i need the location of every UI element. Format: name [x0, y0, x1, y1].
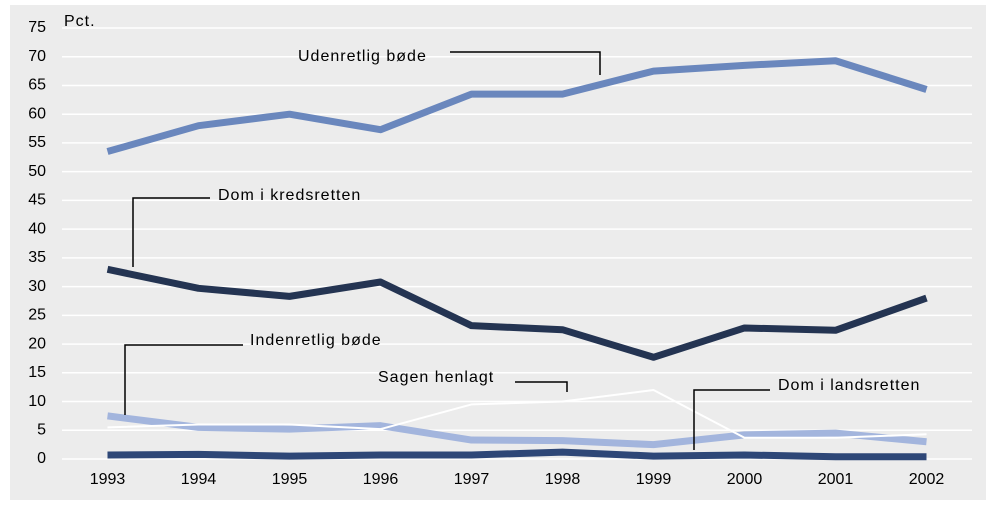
y-tick-label: 50	[28, 163, 46, 180]
plot-background	[10, 5, 986, 500]
leader-line	[515, 381, 568, 392]
series-label: Dom i landsretten	[778, 377, 920, 394]
leader-line	[132, 197, 210, 267]
y-tick-label: 20	[28, 335, 46, 352]
x-tick-label: 2001	[818, 471, 854, 488]
x-tick-label: 1999	[636, 471, 672, 488]
y-tick-label: 65	[28, 77, 46, 94]
y-tick-label: 70	[28, 48, 46, 65]
leader-line	[124, 344, 243, 415]
x-tick-label: 1996	[363, 471, 399, 488]
y-tick-label: 10	[28, 393, 46, 410]
y-tick-label: 15	[28, 364, 46, 381]
y-tick-label: 40	[28, 220, 46, 237]
x-tick-label: 1995	[272, 471, 308, 488]
series-line	[107, 448, 927, 461]
x-tick-label: 1997	[454, 471, 490, 488]
y-tick-label: 0	[37, 450, 46, 467]
series-label: Sagen henlagt	[378, 369, 494, 386]
y-tick-label: 75	[28, 19, 46, 36]
series-line	[106, 265, 928, 361]
x-tick-label: 1993	[90, 471, 126, 488]
y-tick-label: 60	[28, 105, 46, 122]
x-tick-label: 2000	[727, 471, 763, 488]
leader-line	[693, 389, 770, 450]
series-line	[107, 389, 927, 439]
y-tick-label: 5	[37, 421, 46, 438]
series-label: Indenretlig bøde	[250, 332, 382, 349]
series-line	[107, 412, 927, 449]
series-line	[106, 57, 928, 155]
y-tick-label: 25	[28, 307, 46, 324]
series-label: Dom i kredsretten	[218, 187, 361, 204]
y-tick-label: 35	[28, 249, 46, 266]
x-tick-label: 2002	[909, 471, 945, 488]
x-tick-label: 1994	[181, 471, 217, 488]
series-label: Udenretlig bøde	[298, 48, 427, 65]
y-axis-label: Pct.	[64, 13, 96, 30]
y-tick-label: 45	[28, 192, 46, 209]
leader-line	[450, 51, 601, 75]
y-tick-label: 55	[28, 134, 46, 151]
y-tick-label: 30	[28, 278, 46, 295]
x-tick-label: 1998	[545, 471, 581, 488]
